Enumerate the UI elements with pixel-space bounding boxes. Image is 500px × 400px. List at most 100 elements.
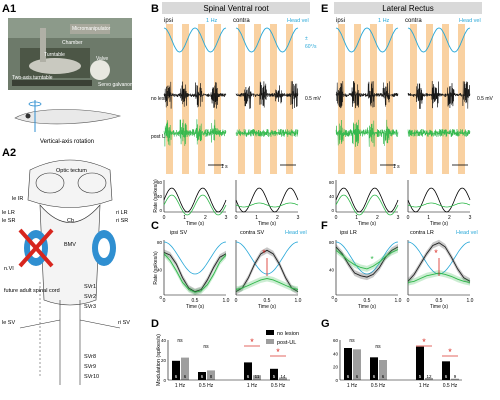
ns-label: ns: [177, 338, 183, 344]
y-tick-label: 60: [333, 338, 339, 343]
brain-label: Optic tectum: [56, 168, 87, 174]
y-tick-label: 80: [157, 180, 163, 185]
apparatus-photo: Micromanipulator Chamber Turntable Two-a…: [8, 18, 143, 90]
brain-label: SVr10: [84, 374, 99, 380]
avg-nolesion-line-band: [164, 249, 226, 295]
panel-label-e: E: [321, 3, 328, 15]
b-trace-nolesion: no lesion: [151, 96, 171, 102]
ns-label: ns: [349, 338, 355, 344]
x-tick-label: 0: [407, 298, 410, 304]
stimulus-band: [238, 24, 245, 174]
significance-marker: *: [448, 347, 452, 357]
rate-nolesion-line: [163, 187, 227, 213]
f-head-vel: Head vel: [456, 230, 478, 236]
y-tick-label: 80: [329, 180, 335, 185]
bar-count: 6: [184, 374, 187, 379]
e-ipsi-label: ipsi: [336, 18, 345, 24]
b-trace-postul: post UL: [151, 134, 168, 140]
photo-label: Servo galvanometer: [98, 82, 143, 88]
avg-postul-line: [235, 278, 299, 290]
stimulus-band: [458, 24, 465, 174]
x-tick-label: 0: [407, 215, 410, 221]
rate-postul-line: [335, 194, 399, 216]
stimulus-band: [182, 24, 189, 174]
y-tick-label: 0: [331, 295, 334, 300]
stimulus-band: [270, 24, 277, 174]
bar-no-lesion: [270, 368, 278, 380]
b-scale-time: 1 s: [221, 164, 228, 170]
bar-no-lesion: [442, 361, 450, 380]
rate-postul-line: [407, 202, 471, 208]
y-tick-label: 40: [161, 338, 167, 343]
brain-label: le SV: [2, 320, 15, 326]
x-tick-label: 1: [427, 215, 430, 221]
y-tick-label: 0: [159, 295, 162, 300]
bar-post-ul: [207, 370, 215, 380]
x-axis-label: Time (s): [186, 221, 204, 227]
x-tick-label: 0.5: [264, 298, 271, 304]
fish-rotation-schematic: Vertical-axis rotation: [14, 100, 122, 145]
y-tick-label: 40: [329, 194, 335, 199]
y-tick-label: 80: [329, 240, 335, 245]
significance-marker: *: [262, 248, 266, 258]
bar-no-lesion: [172, 360, 180, 380]
y-tick-label: 80: [157, 240, 163, 245]
significance-marker: *: [250, 337, 254, 347]
x-tick-label: 0.5 Hz: [443, 383, 458, 389]
e-head-vel: Head vel: [459, 18, 481, 24]
avg-nolesion-line: [235, 249, 299, 292]
y-tick-label: 40: [329, 268, 335, 273]
fish-rotation-label: Vertical-axis rotation: [40, 139, 94, 145]
avg-nolesion-line-band: [336, 243, 398, 281]
photo-label: Valve: [96, 56, 108, 62]
x-tick-label: 0: [335, 215, 338, 221]
x-tick-label: 2: [204, 215, 207, 221]
avg-nolesion-line: [163, 251, 227, 293]
postul-spike-trace: [335, 119, 399, 147]
x-tick-label: 1 Hz: [419, 383, 430, 389]
x-tick-label: 3: [469, 215, 472, 221]
avg-postul-line-band: [336, 246, 398, 272]
bar-count: 11: [255, 374, 260, 379]
bar-count: 9: [454, 374, 457, 379]
x-tick-label: 0: [163, 298, 166, 304]
bar-post-ul: [181, 357, 189, 380]
bar-count: 5: [273, 374, 276, 379]
photo-label: Turntable: [44, 52, 65, 58]
bar-no-lesion: [244, 362, 252, 380]
e-freq: 1 Hz: [378, 18, 390, 24]
y-tick-label: 40: [157, 268, 163, 273]
x-axis-label: Time (s): [430, 304, 448, 310]
head-velocity-trace: [335, 27, 399, 53]
nolesion-spike-trace: [163, 81, 227, 109]
rate-postul-line: [163, 194, 227, 216]
legend-no-lesion: no lesion: [277, 331, 299, 337]
significance-marker: *: [434, 248, 438, 258]
b-freq: 1 Hz: [206, 18, 218, 24]
bar-no-lesion: [344, 348, 352, 380]
avg-postul-line: [335, 249, 399, 270]
y-tick-label: 20: [333, 365, 339, 370]
x-tick-label: 1 Hz: [347, 383, 358, 389]
legend-post-ul: post-UL: [277, 340, 296, 346]
y-tick-label: 0: [331, 208, 334, 213]
d-ylabel: Modulation (spikes/s): [156, 334, 162, 386]
panel-label-a1: A1: [2, 3, 16, 15]
bar-no-lesion: [370, 357, 378, 380]
stimulus-band: [198, 24, 205, 174]
y-tick-label: 0: [159, 208, 162, 213]
stimulus-band: [442, 24, 449, 174]
rate-nolesion-line: [235, 187, 299, 213]
b-rate-label: Rate (spikes/s): [153, 179, 159, 213]
x-axis-label: Time (s): [358, 221, 376, 227]
postul-spike-trace: [235, 128, 299, 137]
rate-postul-line: [235, 202, 299, 208]
brain-label: SVr1: [84, 284, 96, 290]
y-tick-label: 40: [157, 194, 163, 199]
stimulus-band: [410, 24, 417, 174]
stimulus-band: [166, 24, 173, 174]
x-tick-label: 0.5: [436, 298, 443, 304]
postul-spike-trace: [163, 119, 227, 147]
bar-count: 6: [347, 374, 350, 379]
